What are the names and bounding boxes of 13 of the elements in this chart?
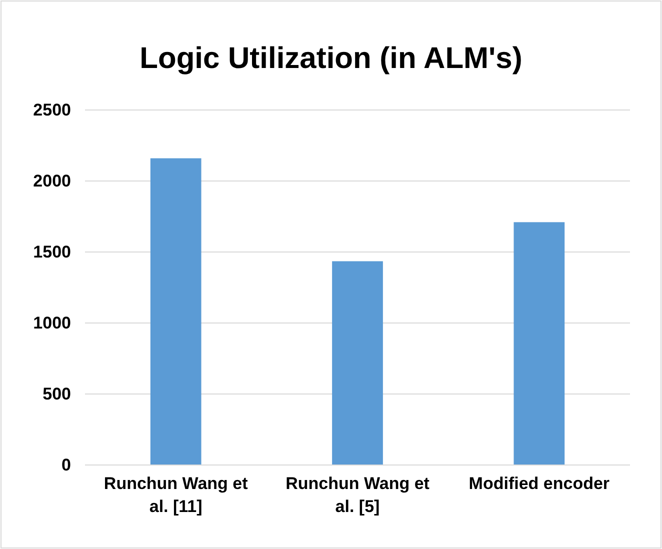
y-tick-label: 0 xyxy=(62,455,71,474)
y-tick-label: 2000 xyxy=(33,171,71,190)
x-tick-label: Runchun Wang et al. [11] xyxy=(104,474,248,516)
y-tick-label: 500 xyxy=(42,384,71,404)
y-tick-label: 2500 xyxy=(33,100,71,120)
bar xyxy=(150,158,202,465)
bar xyxy=(332,261,383,465)
y-tick-label: 1000 xyxy=(33,313,71,332)
x-tick-label: Modified encoder xyxy=(468,474,610,494)
chart-title: Logic Utilization (in ALM's) xyxy=(140,42,522,75)
x-tick-label: Runchun Wang et al. [5] xyxy=(286,474,430,516)
y-tick-label: 1500 xyxy=(33,242,71,262)
bar xyxy=(514,222,565,465)
